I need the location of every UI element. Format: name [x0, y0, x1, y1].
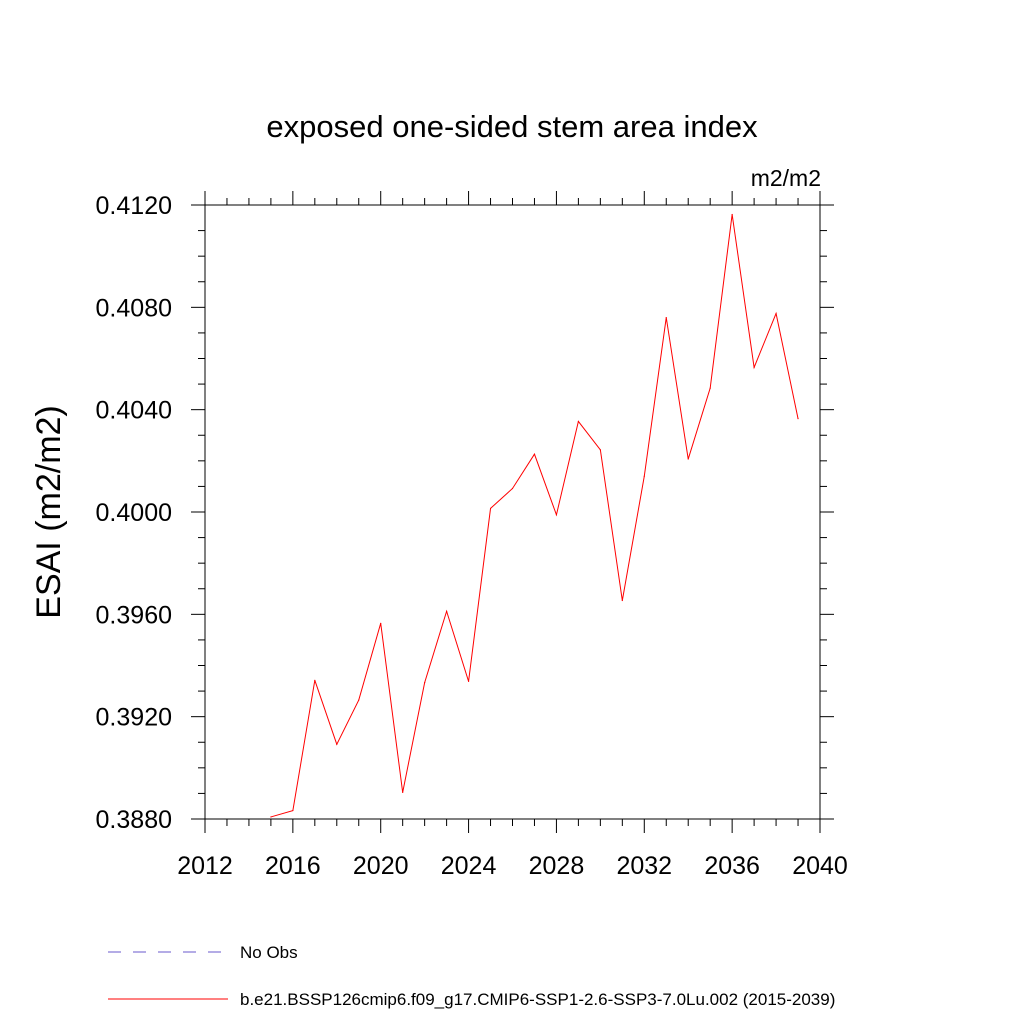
legend: No Obs b.e21.BSSP126cmip6.f09_g17.CMIP6-S…	[108, 943, 835, 1009]
plot-area: 2012 2016 2020 2024 2028 2032 2036 2040 0.3880 0.…	[96, 191, 848, 880]
y-tick-label: 0.3960	[96, 601, 172, 629]
data-point	[314, 679, 316, 681]
data-point	[358, 699, 360, 701]
x-tick-label: 2028	[529, 852, 585, 880]
units-label: m2/m2	[751, 165, 821, 191]
legend-label-no-obs: No Obs	[240, 943, 298, 962]
data-point	[753, 366, 755, 369]
data-point	[292, 809, 294, 812]
data-point	[775, 312, 777, 315]
x-tick-label: 2016	[265, 852, 321, 880]
data-point	[467, 680, 470, 682]
y-tick-label: 0.3920	[96, 704, 172, 732]
data-point	[511, 487, 514, 490]
data-point	[446, 610, 448, 612]
x-tick-label: 2012	[177, 852, 233, 880]
data-point	[533, 453, 536, 455]
data-point	[665, 316, 667, 319]
data-point	[621, 599, 623, 602]
data-point	[643, 475, 645, 477]
x-tick-label: 2040	[792, 852, 848, 880]
data-point	[270, 816, 272, 818]
y-tick-label: 0.4000	[96, 499, 172, 527]
x-tick-label: 2024	[441, 852, 497, 880]
data-point	[336, 743, 338, 745]
data-point	[424, 682, 426, 684]
y-axis-label: ESAI (m2/m2)	[30, 405, 68, 618]
chart-title: exposed one-sided stem area index	[266, 109, 758, 144]
data-point	[577, 420, 579, 423]
y-tick-label: 0.4120	[96, 192, 172, 220]
y-tick-label: 0.4040	[96, 397, 172, 425]
data-point	[731, 213, 733, 216]
data-point	[687, 458, 689, 460]
plot-frame	[204, 204, 821, 820]
y-tick-label: 0.4080	[96, 294, 172, 322]
data-point	[489, 507, 492, 510]
data-point	[402, 791, 404, 793]
x-tick-label: 2036	[704, 852, 760, 880]
data-point	[709, 387, 711, 389]
data-point	[380, 622, 382, 624]
x-tick-label: 2020	[353, 852, 409, 880]
legend-label-model: b.e21.BSSP126cmip6.f09_g17.CMIP6-SSP1-2.…	[240, 990, 835, 1009]
y-tick-label: 0.3880	[96, 806, 172, 834]
data-point	[797, 418, 799, 420]
data-point	[555, 514, 558, 516]
data-point	[599, 449, 601, 451]
series-line	[270, 214, 799, 818]
x-tick-label: 2032	[616, 852, 672, 880]
